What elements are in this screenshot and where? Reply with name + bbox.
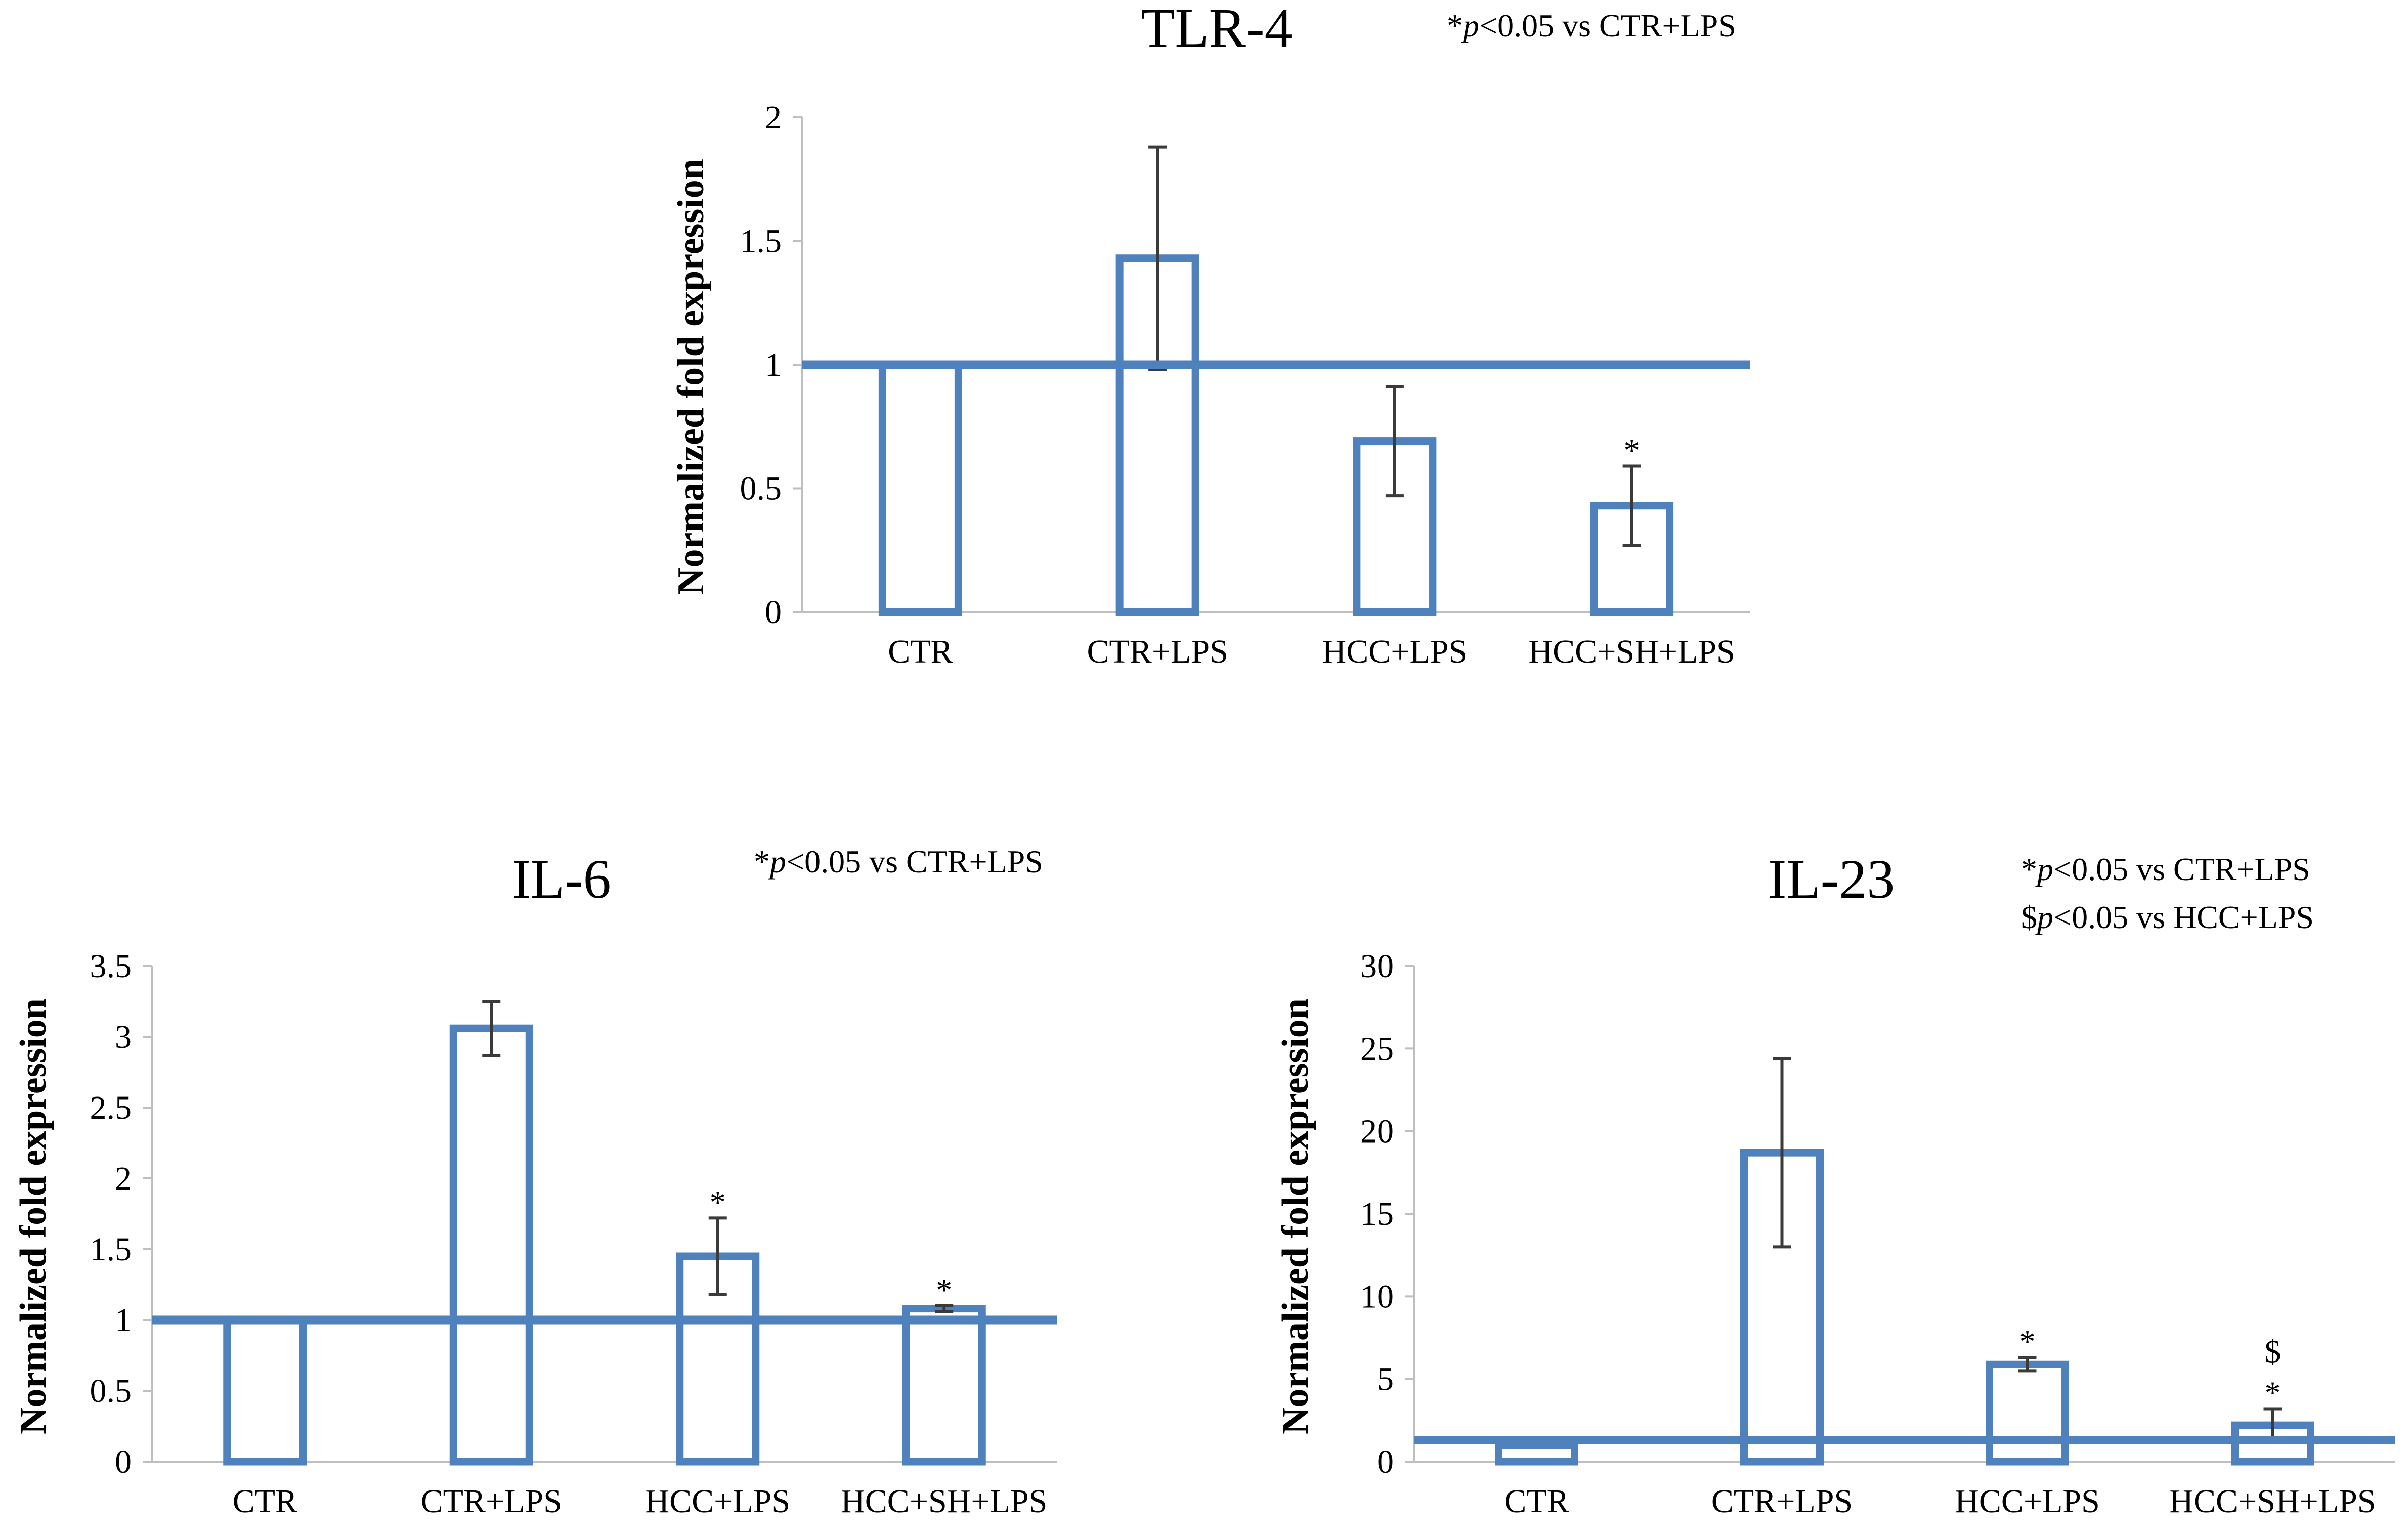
bars	[152, 1000, 1057, 1466]
x-tick-label: CTR+LPS	[1087, 633, 1228, 670]
y-tick-label: 2.5	[90, 1089, 132, 1126]
chart-title: IL-23	[1768, 848, 1895, 910]
significance-note: $p<0.05 vs HCC+LPS	[2021, 899, 2314, 935]
x-tick-label: CTR+LPS	[421, 1483, 562, 1520]
bar	[1495, 1441, 1578, 1466]
y-tick-label: 2	[115, 1160, 132, 1197]
x-tick-label: CTR	[888, 633, 953, 670]
bars	[1414, 1057, 2395, 1466]
x-tick-label: CTR+LPS	[1711, 1483, 1853, 1520]
chart-title: IL-6	[512, 848, 611, 910]
bar	[449, 1024, 533, 1466]
axes	[1405, 965, 2395, 1463]
y-tick-label: 0	[765, 594, 782, 631]
y-tick-label: 5	[1377, 1361, 1394, 1398]
y-tick-label: 10	[1360, 1278, 1394, 1315]
significance-marker: *	[2019, 1324, 2036, 1359]
significance-marker: *	[1624, 432, 1640, 468]
tick-labels: 0 0.5 1 1.5 2 CTR CTR+LPS HCC+LPS * HCC+SH+LPS	[740, 99, 1735, 670]
x-tick-label: HCC+SH+LPS	[1529, 633, 1735, 670]
y-axis-label: Normalized fold expression	[670, 159, 712, 595]
significance-note: *p<0.05 vs CTR+LPS	[2021, 851, 2310, 887]
significance-marker: *	[710, 1184, 726, 1220]
y-tick-label: 0	[115, 1443, 132, 1480]
significance-marker: *	[936, 1272, 952, 1308]
significance-marker: $	[2265, 1333, 2281, 1369]
y-tick-label: 0.5	[90, 1373, 132, 1410]
bar	[1986, 1360, 2069, 1466]
y-tick-label: 20	[1360, 1113, 1394, 1150]
y-tick-label: 25	[1360, 1030, 1394, 1067]
y-tick-label: 1.5	[90, 1231, 132, 1268]
y-tick-label: 1	[765, 346, 782, 383]
y-tick-label: 0	[1377, 1443, 1394, 1480]
x-tick-label: HCC+LPS	[1955, 1483, 2100, 1520]
bar	[223, 1316, 307, 1466]
significance-marker: *	[2265, 1375, 2281, 1411]
y-tick-label: 2	[765, 99, 782, 136]
y-tick-label: 3	[115, 1019, 132, 1056]
x-tick-label: HCC+LPS	[1322, 633, 1468, 670]
chart-il6: IL-6 *p<0.05 vs CTR+LPS Normalized fold …	[13, 844, 1057, 1520]
tick-labels: 0 0.5 1 1.5 2 2.5 3 3.5 CTR CTR+LPS * HCC+LPS * HCC+S…	[90, 948, 1048, 1520]
y-tick-label: 15	[1360, 1196, 1394, 1233]
y-axis-label: Normalized fold expression	[13, 998, 54, 1434]
y-tick-label: 30	[1360, 948, 1394, 985]
tick-labels: 0 5 10 15 20 25 30 CTR CTR+LPS * HCC+LPS * $ HCC+SH+L…	[1360, 948, 2376, 1520]
bar	[878, 361, 962, 616]
significance-note: *p<0.05 vs CTR+LPS	[754, 844, 1043, 880]
x-tick-label: HCC+SH+LPS	[2169, 1483, 2376, 1520]
y-tick-label: 3.5	[90, 948, 132, 985]
x-tick-label: CTR	[233, 1483, 297, 1520]
x-tick-label: HCC+LPS	[645, 1483, 790, 1520]
x-tick-label: CTR	[1504, 1483, 1569, 1520]
bars	[802, 145, 1750, 616]
chart-il23: IL-23 *p<0.05 vs CTR+LPS $p<0.05 vs HCC+…	[1275, 848, 2395, 1520]
x-tick-label: HCC+SH+LPS	[841, 1483, 1047, 1520]
significance-note: *p<0.05 vs CTR+LPS	[1447, 8, 1736, 43]
y-tick-label: 0.5	[740, 470, 782, 507]
y-tick-label: 1	[115, 1302, 132, 1339]
bar	[902, 1305, 986, 1466]
y-tick-label: 1.5	[740, 223, 782, 260]
chart-title: TLR-4	[1141, 0, 1292, 59]
chart-tlr4: TLR-4 *p<0.05 vs CTR+LPS Normalized fold…	[670, 0, 1750, 670]
y-axis-label: Normalized fold expression	[1275, 998, 1316, 1434]
